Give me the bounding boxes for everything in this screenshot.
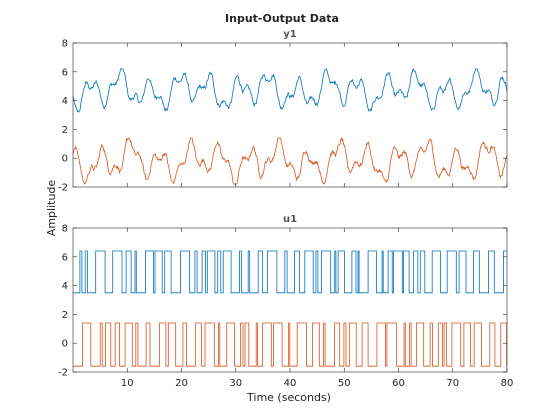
y-tick-label: 8 [62, 224, 68, 235]
x-tick-label: 60 [392, 378, 405, 389]
x-tick-label: 40 [284, 378, 297, 389]
series-line-2 [73, 322, 508, 367]
y-tick-label: 8 [62, 39, 68, 50]
y-tick-label: 0 [62, 154, 68, 165]
series-line-1 [72, 67, 508, 113]
x-tick-label: 30 [229, 378, 242, 389]
series-line-2 [72, 137, 508, 185]
x-tick-label: 10 [121, 378, 134, 389]
y-tick-label: 2 [62, 310, 68, 321]
panel-title-y1: y1 [283, 29, 297, 40]
figure-title: Input-Output Data [225, 12, 339, 25]
y-tick-label: 2 [62, 125, 68, 136]
x-tick-label: 20 [175, 378, 188, 389]
x-axis-label: Time (seconds) [246, 391, 331, 404]
axes-layer: y1 -2 0 2 4 6 8 u1 -2 0 2 4 6 8 10 20 30 40 50 60 70 80 [58, 29, 513, 389]
y-tick-label: 6 [62, 252, 68, 263]
y-tick-label: 4 [62, 96, 68, 107]
axes-box [72, 42, 508, 188]
y-tick-label: -2 [58, 368, 68, 379]
axes-y1: y1 -2 0 2 4 6 8 [58, 29, 508, 194]
y-tick-label: -2 [58, 183, 68, 194]
axes-u1: u1 -2 0 2 4 6 8 10 20 30 40 50 60 70 80 [58, 214, 513, 389]
y-tick-label: 0 [62, 339, 68, 350]
y-axis-label: Amplitude [45, 180, 58, 237]
panel-title-u1: u1 [283, 214, 297, 225]
x-tick-label: 50 [338, 378, 351, 389]
y-tick-label: 4 [62, 281, 68, 292]
series-line-1 [73, 250, 507, 294]
x-tick-label: 80 [501, 378, 514, 389]
x-tick-label: 70 [446, 378, 459, 389]
y-tick-label: 6 [62, 67, 68, 78]
